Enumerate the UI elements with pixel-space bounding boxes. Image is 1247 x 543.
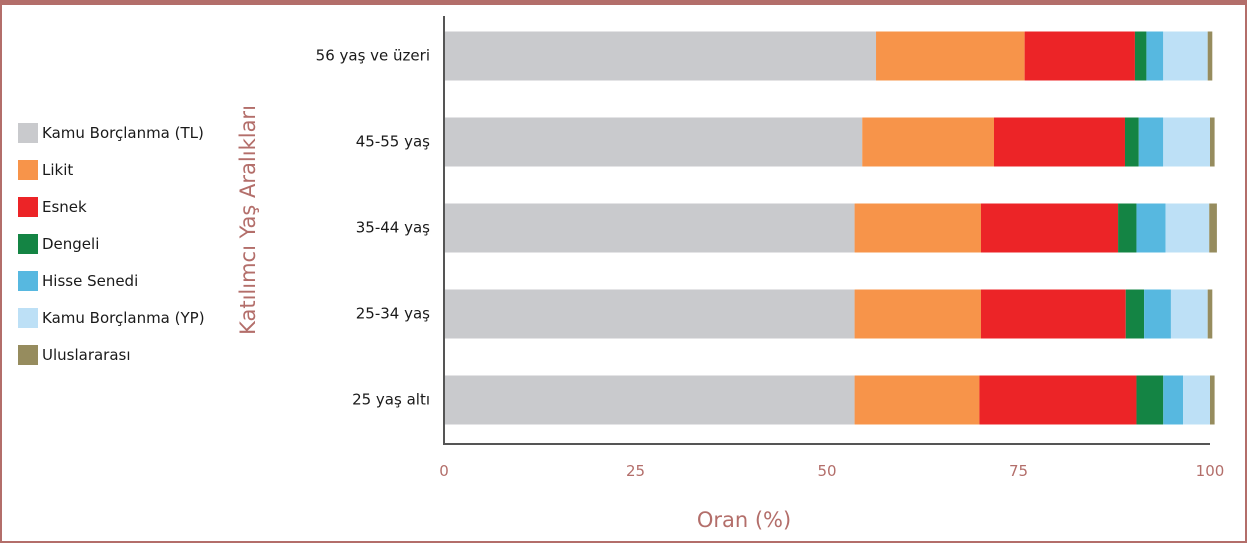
legend-item: Likit xyxy=(18,159,205,181)
bar-segment xyxy=(1125,289,1145,339)
legend-item: Kamu Borçlanma (YP) xyxy=(18,307,205,329)
bar-segment xyxy=(444,289,855,339)
bar-segment xyxy=(444,375,855,425)
bar-segment xyxy=(1163,375,1184,425)
bar-segment xyxy=(854,203,981,253)
bar-segment xyxy=(1144,289,1171,339)
legend-label: Kamu Borçlanma (YP) xyxy=(42,309,205,327)
x-axis-title: Oran (%) xyxy=(696,508,792,532)
bar-segment xyxy=(980,203,1119,253)
bar-segment xyxy=(1170,289,1208,339)
legend-label: Hisse Senedi xyxy=(42,272,139,290)
bar-segment xyxy=(1163,31,1208,81)
bar-segment xyxy=(1134,31,1147,81)
legend-item: Dengeli xyxy=(18,233,205,255)
legend-label: Likit xyxy=(42,161,74,179)
x-tick-label: 50 xyxy=(817,462,836,480)
bar-segment xyxy=(444,31,877,81)
bar-segment xyxy=(444,203,855,253)
chart-legend: Kamu Borçlanma (TL) Likit Esnek Dengeli … xyxy=(18,122,205,381)
bar-segment xyxy=(854,289,981,339)
bar-segment xyxy=(1210,117,1215,167)
bar-segment xyxy=(1138,117,1164,167)
bar-segment xyxy=(1207,289,1213,339)
bar-segment xyxy=(1210,375,1215,425)
bar-segment xyxy=(979,375,1137,425)
bar-segment xyxy=(1207,31,1213,81)
legend-swatch xyxy=(18,345,38,365)
bar-segment xyxy=(854,375,980,425)
bar-segment xyxy=(1136,375,1164,425)
legend-swatch xyxy=(18,197,38,217)
y-tick-label: 25-34 yaş xyxy=(356,305,430,323)
bar-segment xyxy=(862,117,994,167)
bar-segment xyxy=(1124,117,1139,167)
legend-label: Dengeli xyxy=(42,235,100,253)
legend-item: Hisse Senedi xyxy=(18,270,205,292)
legend-swatch xyxy=(18,123,38,143)
legend-item: Esnek xyxy=(18,196,205,218)
legend-item: Kamu Borçlanma (TL) xyxy=(18,122,205,144)
x-tick-label: 75 xyxy=(1009,462,1028,480)
bar-segment xyxy=(1118,203,1137,253)
bar-segment xyxy=(1209,203,1217,253)
bar-segment xyxy=(1183,375,1210,425)
bar-segment xyxy=(980,289,1126,339)
y-tick-label: 25 yaş altı xyxy=(352,391,430,409)
bar-segment xyxy=(1136,203,1166,253)
legend-swatch xyxy=(18,308,38,328)
bar-segment xyxy=(1146,31,1164,81)
bar-segment xyxy=(993,117,1125,167)
legend-swatch xyxy=(18,160,38,180)
legend-label: Kamu Borçlanma (TL) xyxy=(42,124,204,142)
x-tick-label: 0 xyxy=(439,462,449,480)
x-tick-label: 25 xyxy=(626,462,645,480)
bar-segment xyxy=(1024,31,1135,81)
bar-segment xyxy=(876,31,1025,81)
x-tick-label: 100 xyxy=(1196,462,1225,480)
legend-label: Esnek xyxy=(42,198,87,216)
bar-segment xyxy=(1165,203,1210,253)
y-tick-label: 45-55 yaş xyxy=(356,133,430,151)
bar-segment xyxy=(1163,117,1210,167)
legend-item: Uluslararası xyxy=(18,344,205,366)
y-tick-label: 35-44 yaş xyxy=(356,219,430,237)
y-tick-label: 56 yaş ve üzeri xyxy=(316,47,430,65)
legend-swatch xyxy=(18,234,38,254)
legend-label: Uluslararası xyxy=(42,346,131,364)
bar-segment xyxy=(444,117,863,167)
legend-swatch xyxy=(18,271,38,291)
